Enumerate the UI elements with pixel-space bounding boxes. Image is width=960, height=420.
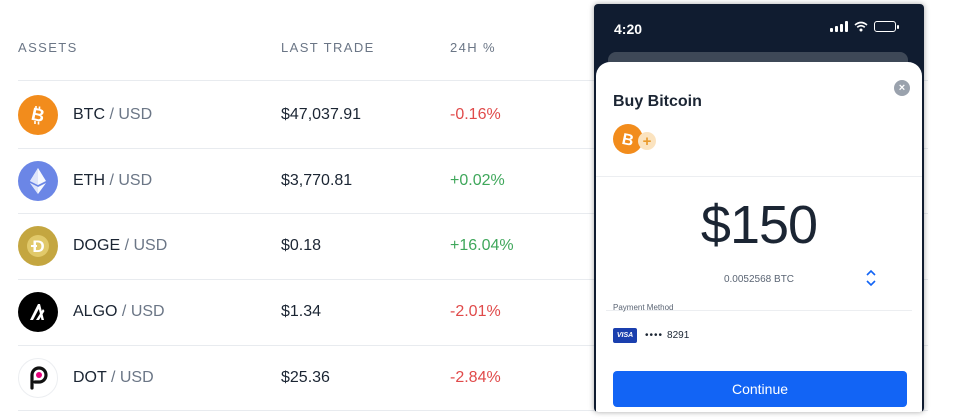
payment-method-label: Payment Method: [613, 303, 674, 312]
phone-screen: 4:20 Buy Bitcoin × B + $150 0.0052568 BT…: [594, 4, 924, 412]
table-row-algo[interactable]: ALGO / USD $1.34 -2.01%: [18, 279, 618, 344]
wifi-icon: [854, 21, 868, 32]
header-assets[interactable]: ASSETS: [18, 40, 78, 55]
row-divider: [18, 345, 928, 346]
bitcoin-icon: B: [18, 95, 58, 135]
fiat-amount[interactable]: $150: [700, 195, 818, 255]
change-24h: -2.01%: [450, 303, 501, 320]
last-trade-price: $1.34: [281, 303, 322, 320]
row-divider: [18, 213, 928, 214]
last-trade-price: $3,770.81: [281, 172, 353, 189]
row-divider: [18, 80, 928, 81]
last-trade-price: $25.36: [281, 369, 330, 386]
change-24h: -2.84%: [450, 369, 501, 386]
card-number: •••• 8291: [645, 330, 690, 341]
table-row-dot[interactable]: DOT / USD $25.36 -2.84%: [18, 345, 618, 410]
last-trade-price: $0.18: [281, 237, 322, 254]
last-trade-price: $47,037.91: [281, 106, 362, 123]
pair-label: ALGO / USD: [73, 303, 165, 320]
dogecoin-icon: D: [18, 226, 58, 266]
add-asset-icon[interactable]: +: [638, 132, 656, 150]
table-header: ASSETS LAST TRADE 24H %: [18, 40, 918, 60]
close-icon[interactable]: ×: [894, 80, 910, 96]
row-divider: [18, 148, 928, 149]
table-row-doge[interactable]: D DOGE / USD $0.18 +16.04%: [18, 213, 618, 278]
continue-button[interactable]: Continue: [613, 371, 907, 407]
algorand-icon: [18, 292, 58, 332]
row-divider: [18, 279, 928, 280]
svg-text:D: D: [32, 237, 44, 256]
pair-label: ETH / USD: [73, 172, 153, 189]
change-24h: -0.16%: [450, 106, 501, 123]
svg-text:B: B: [620, 131, 635, 150]
change-24h: +0.02%: [450, 172, 505, 189]
crypto-amount: 0.0052568 BTC: [723, 274, 795, 285]
ethereum-icon: [18, 161, 58, 201]
polkadot-icon: [18, 358, 58, 398]
pair-label: DOGE / USD: [73, 237, 168, 254]
table-row-eth[interactable]: ETH / USD $3,770.81 +0.02%: [18, 148, 618, 213]
bitcoin-icon: B: [613, 124, 643, 154]
header-last-trade[interactable]: LAST TRADE: [281, 40, 375, 55]
svg-text:B: B: [30, 104, 47, 126]
sheet-divider: [596, 176, 922, 177]
swap-currency-icon[interactable]: [864, 268, 878, 288]
status-icons: [830, 21, 899, 32]
row-divider: [18, 410, 928, 411]
visa-card-icon: VISA: [613, 328, 637, 343]
header-24h-change[interactable]: 24H %: [450, 40, 497, 55]
sheet-title: Buy Bitcoin: [613, 93, 702, 110]
payment-method-selector[interactable]: VISA •••• 8291: [613, 328, 689, 343]
pair-label: DOT / USD: [73, 369, 154, 386]
cellular-signal-icon: [830, 21, 848, 32]
pair-label: BTC / USD: [73, 106, 153, 123]
buy-sheet: Buy Bitcoin × B + $150 0.0052568 BTC Pay…: [596, 62, 922, 412]
table-row-btc[interactable]: B BTC / USD $47,037.91 -0.16%: [18, 82, 618, 147]
sheet-divider: [606, 310, 912, 311]
status-bar: 4:20: [594, 4, 924, 50]
change-24h: +16.04%: [450, 237, 514, 254]
battery-icon: [874, 21, 899, 32]
status-time: 4:20: [614, 21, 643, 37]
